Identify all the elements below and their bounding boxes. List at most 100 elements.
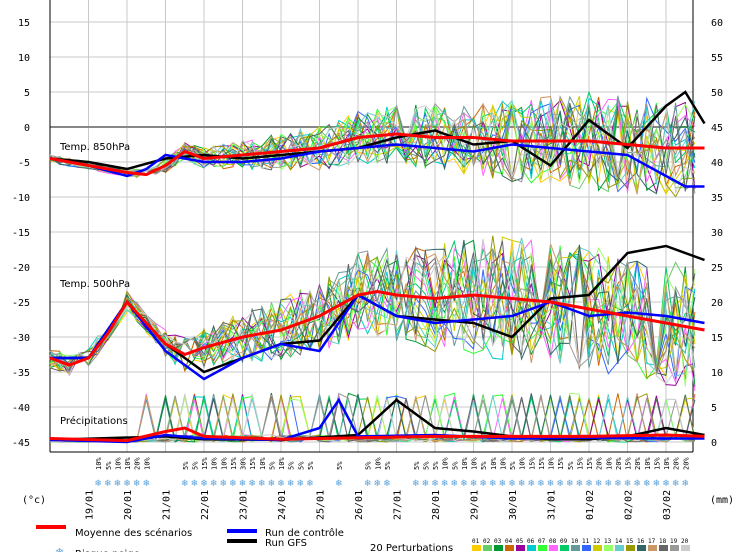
perturbation-swatch [505,545,514,551]
snowflake-icon: ❄ [672,479,680,489]
snow-percent-label: 5% [365,461,373,470]
snow-percent-label: 10% [143,457,151,470]
snowflake-icon: ❄ [489,479,497,489]
snow-percent-label: 5% [336,461,344,470]
series-line-t850 [49,143,705,188]
snow-percent-label: 5% [509,461,517,470]
right-tick-label: 55 [711,53,723,64]
snowflake-icon: ❄ [653,479,661,489]
snowflake-icon: ❄ [556,479,564,489]
perturbation-line-t500 [49,235,696,379]
snow-risk-row: 10%❄5%❄10%❄10%❄20%❄10%❄5%❄5%❄15%❄10%❄10%… [94,457,690,489]
snow-percent-label: 5% [182,461,190,470]
left-tick-label: 0 [24,123,30,134]
perturbation-swatch [527,545,536,551]
snow-percent-label: 15% [201,457,209,470]
perturbation-line-t500 [49,249,696,378]
perturbation-id: 05 [516,538,524,545]
snow-percent-label: 5% [297,461,305,470]
snowflake-icon: ❄ [287,479,295,489]
date-label: 03/02 [662,490,673,520]
snowflake-icon: ❄ [681,479,689,489]
perturbation-swatch [538,545,547,551]
date-label: 01/02 [585,490,596,520]
legend-label-perturbations: 20 Perturbations [370,543,453,552]
series-line-t500 [49,289,705,367]
series-line-precip [49,426,705,443]
snow-percent-label: 5% [268,461,276,470]
axes: 151050-5-10-15-20-25-30-35-40-4560555045… [12,0,723,453]
left-tick-label: -45 [12,438,30,449]
snow-percent-label: 15% [528,457,536,470]
perturbation-id: 20 [681,538,689,545]
snowflake-icon: ❄ [123,479,131,489]
perturbation-id: 15 [626,538,634,545]
snowflake-icon: ❄ [268,479,276,489]
right-tick-label: 45 [711,123,723,134]
snowflake-icon: ❄ [296,479,304,489]
right-tick-label: 25 [711,263,723,274]
panel-label-precip: Précipitations [60,415,128,427]
perturbation-id: 02 [483,538,491,545]
perturbation-swatch [681,545,690,551]
snow-percent-label: 15% [653,457,661,470]
left-tick-label: -20 [12,263,30,274]
snow-percent-label: 5% [384,461,392,470]
perturbation-id: 04 [505,538,513,545]
perturbation-swatch [648,545,657,551]
legend: Moyenne des scénarios Run de contrôleRun … [36,525,690,552]
perturbation-id: 10 [571,538,579,545]
snowflake-icon: ❄ [422,479,430,489]
perturbation-id: 12 [593,538,601,545]
date-label: 21/01 [162,490,173,520]
snowflake-icon: ❄ [508,479,516,489]
left-tick-label: 10 [18,53,30,64]
snow-percent-label: 15% [586,457,594,470]
snowflake-icon: ❄ [518,479,526,489]
right-axis-unit: (mm) [710,495,734,506]
snow-percent-label: 15% [230,457,238,470]
snow-percent-label: 5% [413,461,421,470]
left-tick-label: -30 [12,333,30,344]
left-tick-label: -15 [12,228,30,239]
snow-percent-label: 20% [134,457,142,470]
snowflake-icon: ❄ [566,479,574,489]
snow-percent-label: 15% [557,457,565,470]
date-label: 23/01 [239,490,250,520]
snowflake-icon: ❄ [364,479,372,489]
panel-labels: Temp. 850hPa Temp. 500hPa Précipitations [59,142,130,427]
snowflake-icon: ❄ [210,479,218,489]
snowflake-icon: ❄ [191,479,199,489]
snowflake-icon: ❄ [335,479,343,489]
date-label: 22/01 [200,490,211,520]
perturbation-swatch [571,545,580,551]
perturbation-id: 03 [494,538,502,545]
legend-label-snow: Risque neige [75,549,140,552]
grid [49,0,693,452]
right-tick-label: 5 [711,403,717,414]
snow-percent-label: 20% [596,457,604,470]
series-line-t850 [49,90,706,171]
perturbation-swatch [637,545,646,551]
snowflake-icon: ❄ [104,479,112,489]
perturbation-swatch [670,545,679,551]
perturbation-swatch [626,545,635,551]
snow-percent-label: 10% [374,457,382,470]
snowflake-icon: ❄ [181,479,189,489]
snow-percent-label: 5% [307,461,315,470]
panel-label-t500: Temp. 500hPa [59,279,130,290]
snowflake-icon: ❄ [383,479,391,489]
snow-percent-label: 10% [114,457,122,470]
perturbation-id: 08 [549,538,557,545]
right-tick-label: 60 [711,18,723,29]
perturbation-id: 11 [582,538,590,545]
snowflake-icon: ❄ [595,479,603,489]
perturbation-id: 17 [648,538,656,545]
snow-percent-label: 20% [634,457,642,470]
date-label: 31/01 [547,490,558,520]
snow-percent-label: 10% [220,457,228,470]
date-label: 29/01 [470,490,481,520]
date-label: 26/01 [354,490,365,520]
date-label: 24/01 [277,490,288,520]
snowflake-icon: ❄ [373,479,381,489]
